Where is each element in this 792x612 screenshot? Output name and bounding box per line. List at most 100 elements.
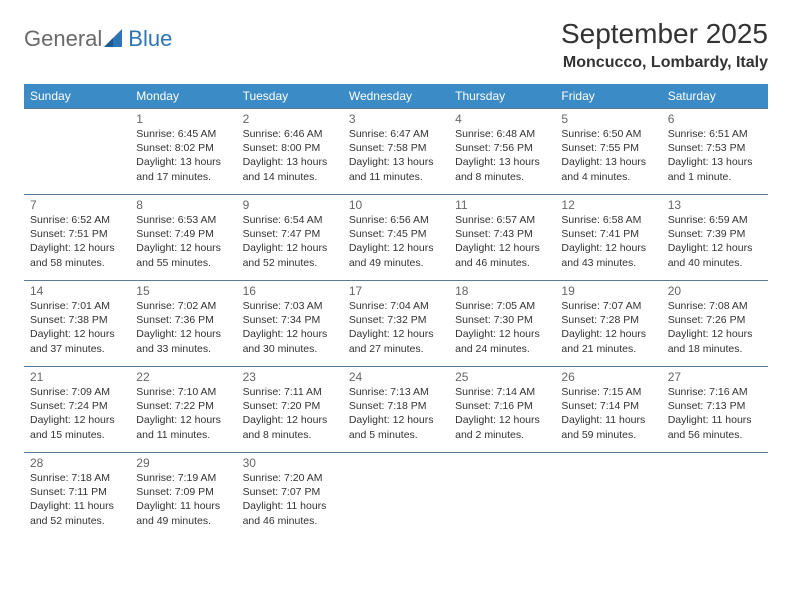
daylight-text: Daylight: 13 hours and 8 minutes. — [455, 155, 549, 183]
sunrise-text: Sunrise: 6:45 AM — [136, 127, 230, 141]
day-number: 21 — [30, 370, 124, 384]
day-number: 15 — [136, 284, 230, 298]
sunset-text: Sunset: 7:22 PM — [136, 399, 230, 413]
day-number: 12 — [561, 198, 655, 212]
daylight-text: Daylight: 11 hours and 59 minutes. — [561, 413, 655, 441]
calendar-day-cell: 26Sunrise: 7:15 AMSunset: 7:14 PMDayligh… — [555, 367, 661, 453]
sunset-text: Sunset: 7:16 PM — [455, 399, 549, 413]
day-info: Sunrise: 6:54 AMSunset: 7:47 PMDaylight:… — [243, 213, 337, 270]
day-info: Sunrise: 7:04 AMSunset: 7:32 PMDaylight:… — [349, 299, 443, 356]
sunrise-text: Sunrise: 7:19 AM — [136, 471, 230, 485]
sunset-text: Sunset: 7:34 PM — [243, 313, 337, 327]
day-number: 3 — [349, 112, 443, 126]
sunrise-text: Sunrise: 6:54 AM — [243, 213, 337, 227]
sunrise-text: Sunrise: 6:56 AM — [349, 213, 443, 227]
sunset-text: Sunset: 7:11 PM — [30, 485, 124, 499]
sunrise-text: Sunrise: 6:48 AM — [455, 127, 549, 141]
calendar-day-cell: 8Sunrise: 6:53 AMSunset: 7:49 PMDaylight… — [130, 195, 236, 281]
day-number: 16 — [243, 284, 337, 298]
day-number: 9 — [243, 198, 337, 212]
day-info: Sunrise: 7:16 AMSunset: 7:13 PMDaylight:… — [668, 385, 762, 442]
sunrise-text: Sunrise: 6:46 AM — [243, 127, 337, 141]
sunset-text: Sunset: 7:30 PM — [455, 313, 549, 327]
sunset-text: Sunset: 7:07 PM — [243, 485, 337, 499]
sunrise-text: Sunrise: 6:50 AM — [561, 127, 655, 141]
day-number: 1 — [136, 112, 230, 126]
day-number: 19 — [561, 284, 655, 298]
day-number: 7 — [30, 198, 124, 212]
day-info: Sunrise: 7:14 AMSunset: 7:16 PMDaylight:… — [455, 385, 549, 442]
sunset-text: Sunset: 8:02 PM — [136, 141, 230, 155]
day-number: 13 — [668, 198, 762, 212]
calendar-day-cell: 11Sunrise: 6:57 AMSunset: 7:43 PMDayligh… — [449, 195, 555, 281]
daylight-text: Daylight: 13 hours and 1 minute. — [668, 155, 762, 183]
day-info: Sunrise: 6:47 AMSunset: 7:58 PMDaylight:… — [349, 127, 443, 184]
daylight-text: Daylight: 12 hours and 30 minutes. — [243, 327, 337, 355]
calendar-day-cell: 28Sunrise: 7:18 AMSunset: 7:11 PMDayligh… — [24, 453, 130, 539]
calendar-day-cell — [555, 453, 661, 539]
daylight-text: Daylight: 12 hours and 15 minutes. — [30, 413, 124, 441]
sunset-text: Sunset: 7:43 PM — [455, 227, 549, 241]
calendar-day-cell: 2Sunrise: 6:46 AMSunset: 8:00 PMDaylight… — [237, 109, 343, 195]
sunrise-text: Sunrise: 7:05 AM — [455, 299, 549, 313]
calendar-day-cell: 17Sunrise: 7:04 AMSunset: 7:32 PMDayligh… — [343, 281, 449, 367]
daylight-text: Daylight: 12 hours and 21 minutes. — [561, 327, 655, 355]
day-number: 10 — [349, 198, 443, 212]
sunrise-text: Sunrise: 7:04 AM — [349, 299, 443, 313]
sunset-text: Sunset: 7:45 PM — [349, 227, 443, 241]
daylight-text: Daylight: 12 hours and 55 minutes. — [136, 241, 230, 269]
sunrise-text: Sunrise: 7:15 AM — [561, 385, 655, 399]
calendar-day-cell: 30Sunrise: 7:20 AMSunset: 7:07 PMDayligh… — [237, 453, 343, 539]
day-number: 2 — [243, 112, 337, 126]
day-info: Sunrise: 7:11 AMSunset: 7:20 PMDaylight:… — [243, 385, 337, 442]
day-info: Sunrise: 7:18 AMSunset: 7:11 PMDaylight:… — [30, 471, 124, 528]
daylight-text: Daylight: 13 hours and 11 minutes. — [349, 155, 443, 183]
calendar-day-cell: 6Sunrise: 6:51 AMSunset: 7:53 PMDaylight… — [662, 109, 768, 195]
day-number: 25 — [455, 370, 549, 384]
sunset-text: Sunset: 7:28 PM — [561, 313, 655, 327]
calendar-day-cell: 1Sunrise: 6:45 AMSunset: 8:02 PMDaylight… — [130, 109, 236, 195]
calendar-day-cell: 27Sunrise: 7:16 AMSunset: 7:13 PMDayligh… — [662, 367, 768, 453]
calendar-week-row: 1Sunrise: 6:45 AMSunset: 8:02 PM Daylight… — [24, 109, 768, 195]
sunset-text: Sunset: 7:09 PM — [136, 485, 230, 499]
daylight-text: Daylight: 12 hours and 49 minutes. — [349, 241, 443, 269]
weekday-header: Thursday — [449, 84, 555, 109]
day-number: 20 — [668, 284, 762, 298]
calendar-day-cell: 18Sunrise: 7:05 AMSunset: 7:30 PMDayligh… — [449, 281, 555, 367]
calendar-day-cell — [449, 453, 555, 539]
day-number: 30 — [243, 456, 337, 470]
sunrise-text: Sunrise: 6:53 AM — [136, 213, 230, 227]
day-info: Sunrise: 7:19 AMSunset: 7:09 PMDaylight:… — [136, 471, 230, 528]
weekday-header: Wednesday — [343, 84, 449, 109]
calendar-day-cell: 10Sunrise: 6:56 AMSunset: 7:45 PMDayligh… — [343, 195, 449, 281]
day-info: Sunrise: 6:46 AMSunset: 8:00 PMDaylight:… — [243, 127, 337, 184]
calendar-day-cell: 24Sunrise: 7:13 AMSunset: 7:18 PMDayligh… — [343, 367, 449, 453]
day-number: 28 — [30, 456, 124, 470]
day-info: Sunrise: 6:50 AMSunset: 7:55 PMDaylight:… — [561, 127, 655, 184]
location-subtitle: Moncucco, Lombardy, Italy — [561, 54, 768, 72]
day-number: 23 — [243, 370, 337, 384]
logo-text-general: General — [24, 26, 102, 52]
calendar-day-cell: 19Sunrise: 7:07 AMSunset: 7:28 PMDayligh… — [555, 281, 661, 367]
sunrise-text: Sunrise: 7:08 AM — [668, 299, 762, 313]
title-block: September 2025 Moncucco, Lombardy, Italy — [561, 18, 768, 72]
sunset-text: Sunset: 7:58 PM — [349, 141, 443, 155]
calendar-header-row: SundayMondayTuesdayWednesdayThursdayFrid… — [24, 84, 768, 109]
daylight-text: Daylight: 12 hours and 40 minutes. — [668, 241, 762, 269]
daylight-text: Daylight: 11 hours and 52 minutes. — [30, 499, 124, 527]
day-number: 24 — [349, 370, 443, 384]
sunrise-text: Sunrise: 7:16 AM — [668, 385, 762, 399]
weekday-header: Tuesday — [237, 84, 343, 109]
sunset-text: Sunset: 7:26 PM — [668, 313, 762, 327]
day-info: Sunrise: 6:48 AMSunset: 7:56 PMDaylight:… — [455, 127, 549, 184]
day-number: 5 — [561, 112, 655, 126]
daylight-text: Daylight: 12 hours and 8 minutes. — [243, 413, 337, 441]
month-title: September 2025 — [561, 18, 768, 50]
day-number: 17 — [349, 284, 443, 298]
day-info: Sunrise: 7:20 AMSunset: 7:07 PMDaylight:… — [243, 471, 337, 528]
calendar-day-cell: 16Sunrise: 7:03 AMSunset: 7:34 PMDayligh… — [237, 281, 343, 367]
calendar-week-row: 28Sunrise: 7:18 AMSunset: 7:11 PMDayligh… — [24, 453, 768, 539]
day-number: 8 — [136, 198, 230, 212]
calendar-body: 1Sunrise: 6:45 AMSunset: 8:02 PM Daylight… — [24, 109, 768, 539]
calendar-day-cell: 7Sunrise: 6:52 AMSunset: 7:51 PMDaylight… — [24, 195, 130, 281]
